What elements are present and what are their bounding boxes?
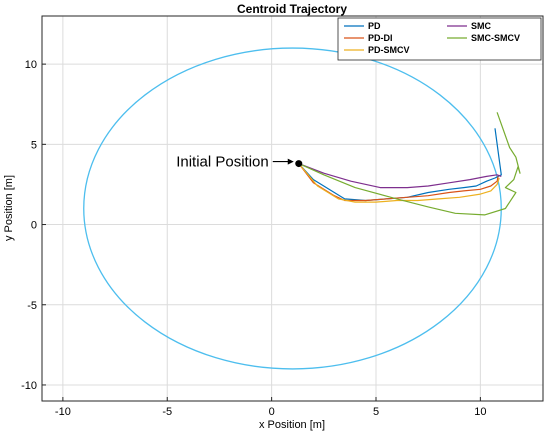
initial-position-marker: [295, 160, 303, 168]
series-line-smc-smcv: [298, 112, 521, 216]
plot-frame: [41, 15, 544, 402]
legend-label: PD-DI: [368, 33, 393, 43]
reference-circle: [83, 47, 502, 370]
marker-layer: [295, 160, 303, 168]
y-tick-label: 0: [31, 220, 37, 232]
reference-circle-layer: [83, 47, 502, 370]
y-tick-label: -5: [27, 300, 37, 312]
x-tick-label: 10: [474, 406, 486, 418]
x-tick-label: 0: [269, 406, 275, 418]
series-layer: [298, 112, 521, 216]
legend: PD PD-DI PD-SMCV SMC SMC-SMCV: [337, 17, 542, 61]
annotation-arrow-head: [287, 158, 294, 165]
legend-label: SMC: [471, 21, 492, 31]
legend-label: PD-SMCV: [368, 45, 410, 55]
x-tick-label: -10: [55, 406, 71, 418]
legend-label: PD: [368, 21, 381, 31]
x-tick-label: 5: [373, 406, 379, 418]
x-tick-label: -5: [162, 406, 172, 418]
y-tick-label: 10: [25, 59, 37, 71]
chart-title: Centroid Trajectory: [237, 2, 347, 16]
x-axis-label: x Position [m]: [259, 419, 325, 431]
series-line-pd-smcv: [298, 163, 500, 203]
series-line-pd-di: [298, 163, 499, 202]
series-line-pd: [298, 128, 502, 202]
plot-area: [42, 16, 543, 401]
series-line-smc: [298, 163, 502, 189]
y-tick-label: -10: [21, 380, 37, 392]
y-tick-label: 5: [31, 139, 37, 151]
annotation-layer: Initial Position: [176, 154, 294, 171]
legend-label: SMC-SMCV: [471, 33, 520, 43]
legend-box: [337, 17, 542, 61]
tick-layer: -10 -5 0 5 10 -10 -5 0 5 10: [21, 59, 486, 418]
y-axis-label: y Position [m]: [3, 175, 15, 241]
initial-position-label: Initial Position: [176, 154, 269, 171]
